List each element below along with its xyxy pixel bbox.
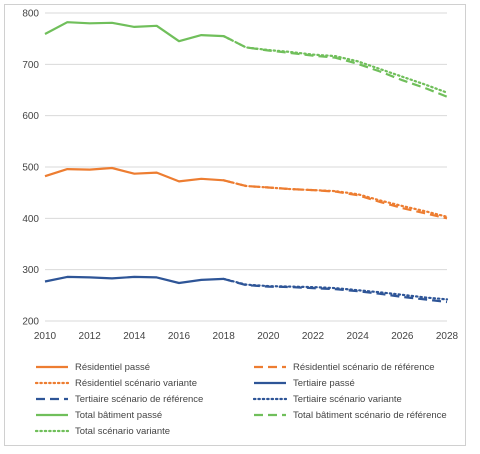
series-line-1 <box>223 179 448 220</box>
legend-label-3: Tertiaire passé <box>293 377 355 389</box>
legend-label-8: Total scénario variante <box>75 425 171 437</box>
series-line-6 <box>44 21 224 43</box>
legend-label-4: Tertiaire scénario de référence <box>75 393 204 405</box>
y-tick-label-400: 400 <box>22 214 39 225</box>
legend-label-5: Tertiaire scénario variante <box>293 393 402 405</box>
legend-item-4: Tertiaire scénario de référence <box>35 392 203 406</box>
x-tick-label-2026: 2026 <box>391 331 414 342</box>
y-tick-label-300: 300 <box>22 265 39 276</box>
x-tick-label-2028: 2028 <box>436 331 459 342</box>
legend-label-0: Résidentiel passé <box>75 361 150 373</box>
x-tick-label-2018: 2018 <box>213 331 236 342</box>
chart-legend: Résidentiel passé Résidentiel scénario de… <box>5 360 465 440</box>
x-tick-label-2016: 2016 <box>168 331 191 342</box>
legend-swatch-6 <box>36 413 68 417</box>
x-tick-label-2014: 2014 <box>123 331 146 342</box>
y-tick-label-500: 500 <box>22 163 39 174</box>
legend-item-7: Total bâtiment scénario de référence <box>253 408 447 422</box>
series-line-4 <box>223 277 448 304</box>
legend-label-7: Total bâtiment scénario de référence <box>293 409 447 421</box>
legend-label-6: Total bâtiment passé <box>75 409 163 421</box>
legend-swatch-0 <box>36 365 68 369</box>
legend-label-2: Résidentiel scénario variante <box>75 377 197 389</box>
legend-item-2: Résidentiel scénario variante <box>35 376 197 390</box>
legend-item-5: Tertiaire scénario variante <box>253 392 402 406</box>
x-tick-label-2010: 2010 <box>34 331 57 342</box>
series-line-5 <box>222 277 449 301</box>
legend-swatch-1 <box>254 365 286 369</box>
y-tick-label-700: 700 <box>22 60 39 71</box>
line-chart: 200 300 400 500 600 700 800 2010 2012 2014 2016 201… <box>22 9 459 343</box>
x-tick-label-2024: 2024 <box>347 331 370 342</box>
legend-swatch-5 <box>253 397 287 401</box>
legend-swatch-2 <box>35 381 69 385</box>
series-line-3 <box>44 275 224 285</box>
y-tick-label-800: 800 <box>22 9 39 20</box>
legend-swatch-8 <box>35 429 69 433</box>
legend-item-1: Résidentiel scénario de référence <box>253 360 435 374</box>
series-line-7 <box>223 35 448 98</box>
legend-item-6: Total bâtiment passé <box>35 408 162 422</box>
legend-item-0: Résidentiel passé <box>35 360 150 374</box>
x-tick-label-2012: 2012 <box>79 331 102 342</box>
legend-swatch-3 <box>254 381 286 385</box>
series-line-0 <box>44 166 224 183</box>
y-tick-label-200: 200 <box>22 317 39 328</box>
chart-frame: 200 300 400 500 600 700 800 2010 2012 2014 2016 201… <box>4 4 466 446</box>
y-tick-label-600: 600 <box>22 111 39 122</box>
x-tick-label-2020: 2020 <box>257 331 280 342</box>
series-line-8 <box>222 35 449 94</box>
legend-swatch-4 <box>36 397 68 401</box>
x-tick-label-2022: 2022 <box>302 331 325 342</box>
legend-item-8: Total scénario variante <box>35 424 170 438</box>
legend-swatch-7 <box>254 413 286 417</box>
legend-label-1: Résidentiel scénario de référence <box>293 361 435 373</box>
series-line-2 <box>222 179 449 218</box>
legend-item-3: Tertiaire passé <box>253 376 355 390</box>
